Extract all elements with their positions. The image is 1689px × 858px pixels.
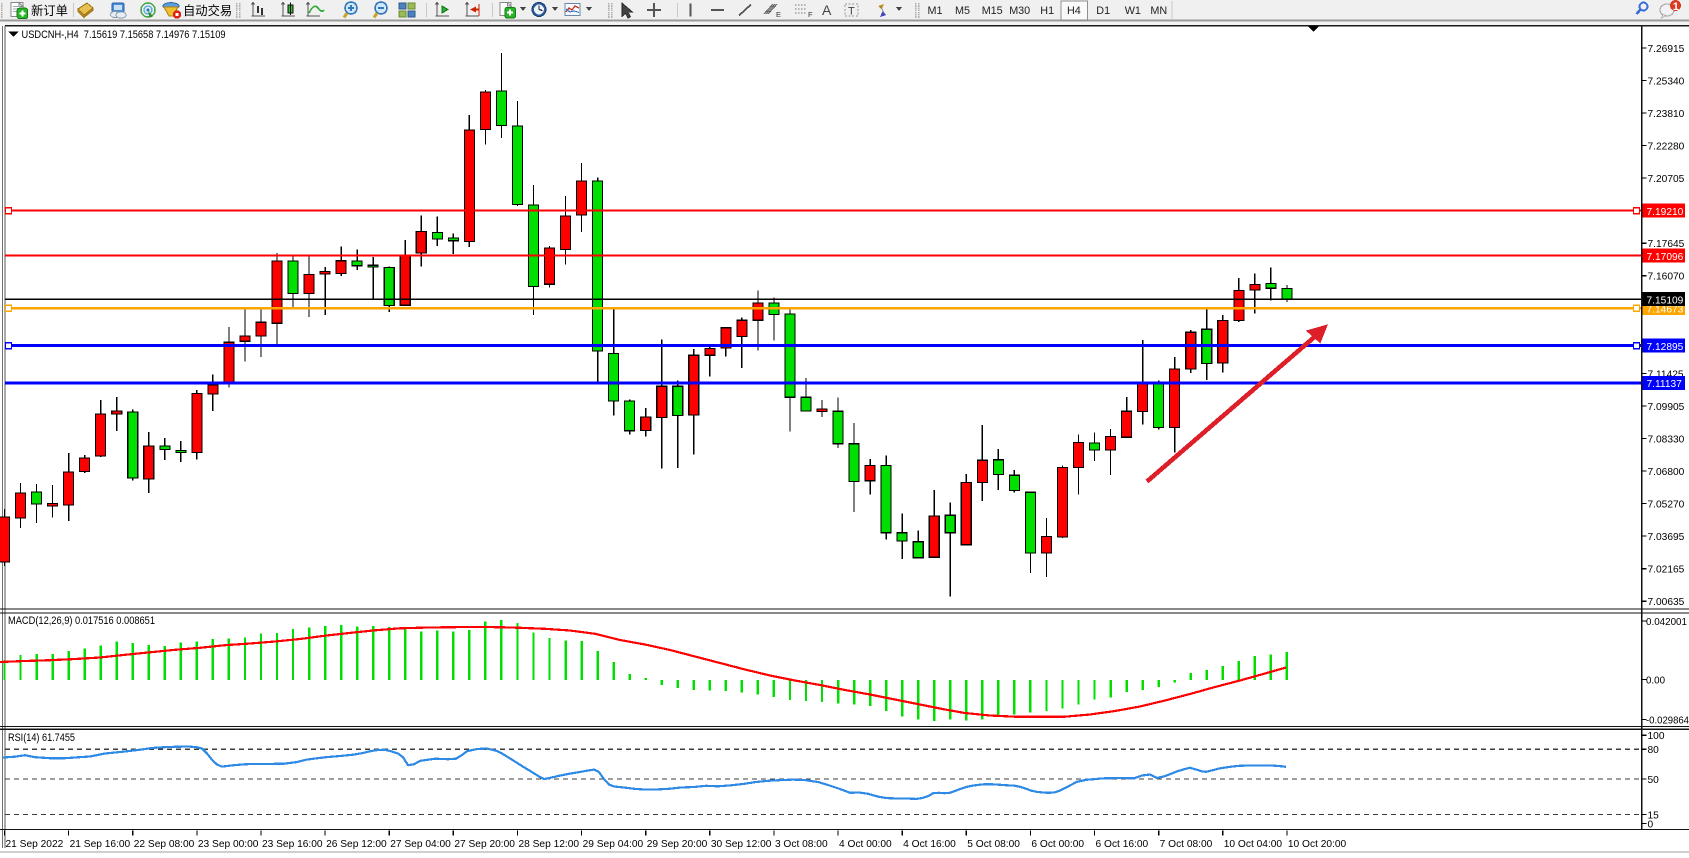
svg-text:7.11425: 7.11425: [1648, 369, 1684, 380]
svg-text:7.23810: 7.23810: [1648, 109, 1685, 120]
svg-text:0.042001: 0.042001: [1646, 617, 1687, 628]
svg-text:30 Sep 12:00: 30 Sep 12:00: [711, 839, 772, 850]
svg-text:H1: H1: [1040, 5, 1054, 17]
svg-text:7.00635: 7.00635: [1648, 597, 1685, 608]
svg-text:5 Oct 08:00: 5 Oct 08:00: [967, 839, 1020, 850]
svg-text:7.17096: 7.17096: [1647, 252, 1684, 263]
svg-text:D1: D1: [1096, 5, 1110, 17]
svg-text:T: T: [848, 6, 855, 18]
svg-text:自动交易: 自动交易: [183, 3, 232, 18]
svg-text:W1: W1: [1125, 5, 1141, 17]
svg-text:7.16070: 7.16070: [1648, 272, 1685, 283]
svg-text:15: 15: [1648, 810, 1660, 821]
svg-text:7.11137: 7.11137: [1647, 379, 1683, 390]
svg-text:29 Sep 04:00: 29 Sep 04:00: [583, 839, 644, 850]
svg-text:M15: M15: [982, 5, 1003, 17]
svg-text:7.25340: 7.25340: [1648, 76, 1685, 87]
svg-text:7.26915: 7.26915: [1648, 44, 1685, 55]
svg-text:7.14673: 7.14673: [1647, 304, 1684, 315]
svg-text:1: 1: [1673, 1, 1679, 13]
svg-text:3 Oct 08:00: 3 Oct 08:00: [775, 839, 828, 850]
svg-text:RSI(14) 61.7455: RSI(14) 61.7455: [8, 732, 75, 744]
svg-text:7.09905: 7.09905: [1648, 402, 1685, 413]
svg-text:7 Oct 08:00: 7 Oct 08:00: [1160, 839, 1213, 850]
svg-text:23 Sep 00:00: 23 Sep 00:00: [198, 839, 259, 850]
svg-text:4 Oct 00:00: 4 Oct 00:00: [839, 839, 892, 850]
svg-text:21 Sep 2022: 21 Sep 2022: [6, 839, 64, 850]
svg-text:M5: M5: [955, 5, 970, 17]
svg-text:M30: M30: [1009, 5, 1030, 17]
svg-text:7.15109: 7.15109: [1647, 295, 1684, 306]
svg-text:27 Sep 20:00: 27 Sep 20:00: [454, 839, 515, 850]
svg-text:USDCNH-,H4 7.15619 7.15658 7.: USDCNH-,H4 7.15619 7.15658 7.14976 7.151…: [22, 29, 226, 41]
svg-text:50: 50: [1648, 775, 1660, 786]
svg-text:新订单: 新订单: [31, 3, 68, 18]
svg-text:7.22280: 7.22280: [1648, 142, 1685, 153]
svg-text:7.20705: 7.20705: [1648, 174, 1685, 185]
svg-text:A: A: [822, 2, 832, 18]
svg-text:10 Oct 04:00: 10 Oct 04:00: [1224, 839, 1283, 850]
svg-text:7.08330: 7.08330: [1648, 435, 1685, 446]
svg-text:7.17645: 7.17645: [1648, 239, 1685, 250]
svg-text:7.02165: 7.02165: [1648, 565, 1685, 576]
svg-text:10 Oct 20:00: 10 Oct 20:00: [1288, 839, 1347, 850]
svg-text:M1: M1: [928, 5, 943, 17]
svg-text:6 Oct 16:00: 6 Oct 16:00: [1096, 839, 1149, 850]
svg-text:0: 0: [1648, 820, 1654, 831]
svg-text:28 Sep 12:00: 28 Sep 12:00: [518, 839, 579, 850]
svg-text:E: E: [776, 10, 781, 19]
svg-text:4 Oct 16:00: 4 Oct 16:00: [903, 839, 956, 850]
svg-text:H4: H4: [1067, 5, 1081, 17]
svg-text:21 Sep 16:00: 21 Sep 16:00: [70, 839, 131, 850]
svg-text:26 Sep 12:00: 26 Sep 12:00: [326, 839, 387, 850]
svg-text:F: F: [808, 10, 813, 19]
svg-text:27 Sep 04:00: 27 Sep 04:00: [390, 839, 451, 850]
svg-text:MACD(12,26,9) 0.017516 0.00865: MACD(12,26,9) 0.017516 0.008651: [8, 615, 155, 627]
svg-text:7.03695: 7.03695: [1648, 532, 1685, 543]
svg-text:22 Sep 08:00: 22 Sep 08:00: [134, 839, 195, 850]
svg-text:7.06800: 7.06800: [1648, 467, 1685, 478]
svg-text:7.05270: 7.05270: [1648, 500, 1685, 511]
svg-text:80: 80: [1648, 745, 1660, 756]
svg-text:6 Oct 00:00: 6 Oct 00:00: [1031, 839, 1084, 850]
svg-text:0.00: 0.00: [1646, 675, 1665, 686]
svg-text:100: 100: [1648, 731, 1665, 742]
svg-text:23 Sep 16:00: 23 Sep 16:00: [262, 839, 323, 850]
svg-text:MN: MN: [1150, 5, 1167, 17]
svg-text:7.12895: 7.12895: [1647, 342, 1684, 353]
svg-text:7.19210: 7.19210: [1647, 207, 1684, 218]
svg-text:29 Sep 20:00: 29 Sep 20:00: [647, 839, 708, 850]
svg-text:-0.029864: -0.029864: [1646, 716, 1689, 727]
